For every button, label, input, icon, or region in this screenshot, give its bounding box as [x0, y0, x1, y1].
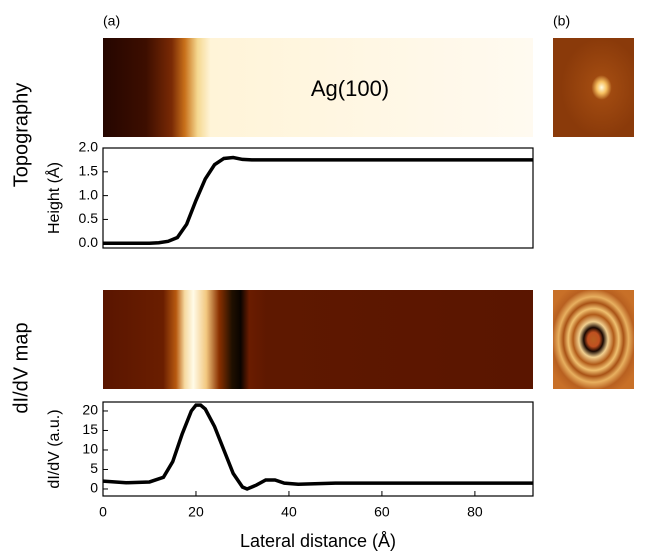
- data-line: [103, 155, 533, 245]
- y-tick-label: 10: [82, 441, 98, 457]
- y-axis-label: dI/dV (a.u.): [46, 409, 63, 488]
- panel-label: (b): [553, 13, 570, 29]
- y-tick-label: 0: [90, 480, 98, 496]
- row-label: Topography: [10, 83, 32, 188]
- y-tick-label: 1.5: [79, 163, 99, 179]
- x-tick-label: 60: [374, 504, 390, 520]
- y-tick-label: 2.0: [79, 139, 99, 155]
- x-tick-label: 80: [467, 504, 483, 520]
- x-axis-label: Lateral distance (Å): [240, 531, 396, 551]
- data-line: [102, 403, 533, 491]
- plot-frame: [102, 147, 534, 249]
- topography-image: [103, 38, 533, 137]
- topography-inset: [553, 38, 634, 137]
- didv-inset: [553, 290, 634, 389]
- y-tick-label: 5: [90, 460, 98, 476]
- y-axis-label: Height (Å): [44, 162, 63, 234]
- row-label: dI/dV map: [10, 322, 32, 413]
- y-tick-label: 1.0: [79, 186, 99, 202]
- panel-label: (a): [103, 13, 120, 29]
- y-tick-label: 15: [82, 421, 98, 437]
- y-tick-label: 0.5: [79, 210, 99, 226]
- plot-frame: [102, 401, 534, 497]
- didv-image: [103, 290, 533, 389]
- y-tick-label: 20: [82, 402, 98, 418]
- x-tick-label: 20: [188, 504, 204, 520]
- x-tick-label: 0: [99, 504, 107, 520]
- image-label: Ag(100): [311, 76, 389, 101]
- y-tick-label: 0.0: [79, 234, 99, 250]
- x-tick-label: 40: [281, 504, 297, 520]
